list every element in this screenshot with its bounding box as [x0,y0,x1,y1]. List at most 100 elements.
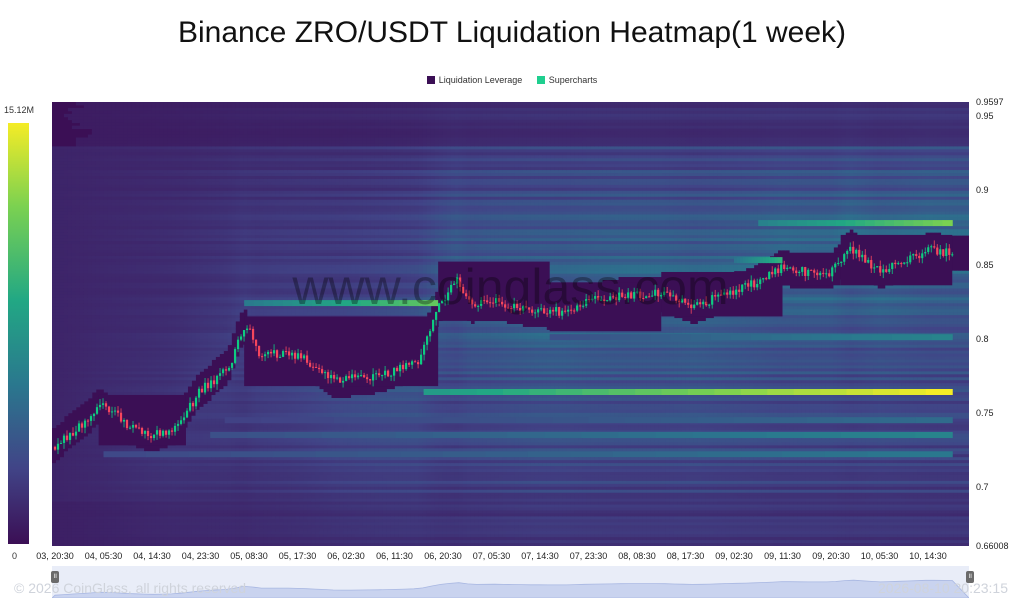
heat-cell [148,256,152,259]
heat-cell [52,188,56,191]
heat-cell [124,300,128,303]
heat-cell [96,138,100,141]
heat-cell [144,505,148,508]
heat-cell [120,484,124,487]
heat-cell [92,226,96,229]
heat-cell [108,306,112,309]
heat-cell [76,540,80,543]
heat-cell [128,460,132,463]
heat-cell [116,132,120,135]
heat-cell [92,265,96,268]
heat-cell [116,197,120,200]
heat-cell [124,519,128,522]
heat-cell [140,324,144,327]
heat-cell [136,274,140,277]
heat-cell [56,286,60,289]
heat-cell [80,179,84,182]
heat-cell [100,469,104,472]
heat-cell [100,200,104,203]
heat-cell [116,522,120,525]
heat-cell [88,235,92,238]
heat-cell [120,277,124,280]
heat-cell [60,161,64,164]
heat-cell [52,238,56,241]
heat-cell [96,232,100,235]
heat-cell [124,102,128,105]
heat-cell [52,362,56,365]
heat-cell [116,214,120,217]
heat-cell [104,126,108,129]
heatmap-plot-area[interactable] [52,102,969,546]
heat-cell [80,306,84,309]
heat-cell [124,229,128,232]
heat-cell [112,371,116,374]
heat-cell [76,271,80,274]
heat-cell [92,318,96,321]
heat-cell [96,318,100,321]
heat-cell [84,333,88,336]
heat-cell [96,114,100,117]
legend-item-liquidation-leverage[interactable]: Liquidation Leverage [427,75,523,85]
heat-cell [60,167,64,170]
heat-cell [148,516,152,519]
heat-cell [120,126,124,129]
heat-cell [52,256,56,259]
heat-cell [148,496,152,499]
heat-cell [84,161,88,164]
heat-cell [76,484,80,487]
heat-cell [104,203,108,206]
heat-cell [52,206,56,209]
heat-cell [88,253,92,256]
heat-cell [56,274,60,277]
heat-cell [144,146,148,149]
heat-cell [136,291,140,294]
heat-cell [72,318,76,321]
heat-cell [84,490,88,493]
heat-cell [148,108,152,111]
heat-cell [96,217,100,220]
heat-cell [88,472,92,475]
heat-cell [144,143,148,146]
heat-cell [136,348,140,351]
heat-cell [96,247,100,250]
heat-cell [68,309,72,312]
heat-cell [148,191,152,194]
heat-cell [64,209,68,212]
heat-cell [92,167,96,170]
heat-cell [124,220,128,223]
heat-cell [60,312,64,315]
heat-cell [116,543,120,546]
heat-cell [140,508,144,511]
heat-cell [72,537,76,540]
legend-item-supercharts[interactable]: Supercharts [537,75,598,85]
heat-cell [136,475,140,478]
heat-cell [104,217,108,220]
heat-cell [136,354,140,357]
heat-cell [68,300,72,303]
heat-cell [64,362,68,365]
heat-cell [92,253,96,256]
heat-cell [120,360,124,363]
heat-cell [80,510,84,513]
heat-cell [96,191,100,194]
heat-cell [108,318,112,321]
heat-cell [120,217,124,220]
heat-cell [68,318,72,321]
heat-cell [92,241,96,244]
heat-cell [136,244,140,247]
heat-cell [72,502,76,505]
heat-cell [52,478,56,481]
heat-cell [108,164,112,167]
heat-cell [104,123,108,126]
heat-cell [52,510,56,513]
heat-cell [76,167,80,170]
heat-cell [76,502,80,505]
heat-cell [52,262,56,265]
heat-cell [80,472,84,475]
heat-cell [88,223,92,226]
heat-cell [76,182,80,185]
heat-cell [100,321,104,324]
heat-cell [152,235,156,238]
heat-cell [64,499,68,502]
heat-cell [116,288,120,291]
